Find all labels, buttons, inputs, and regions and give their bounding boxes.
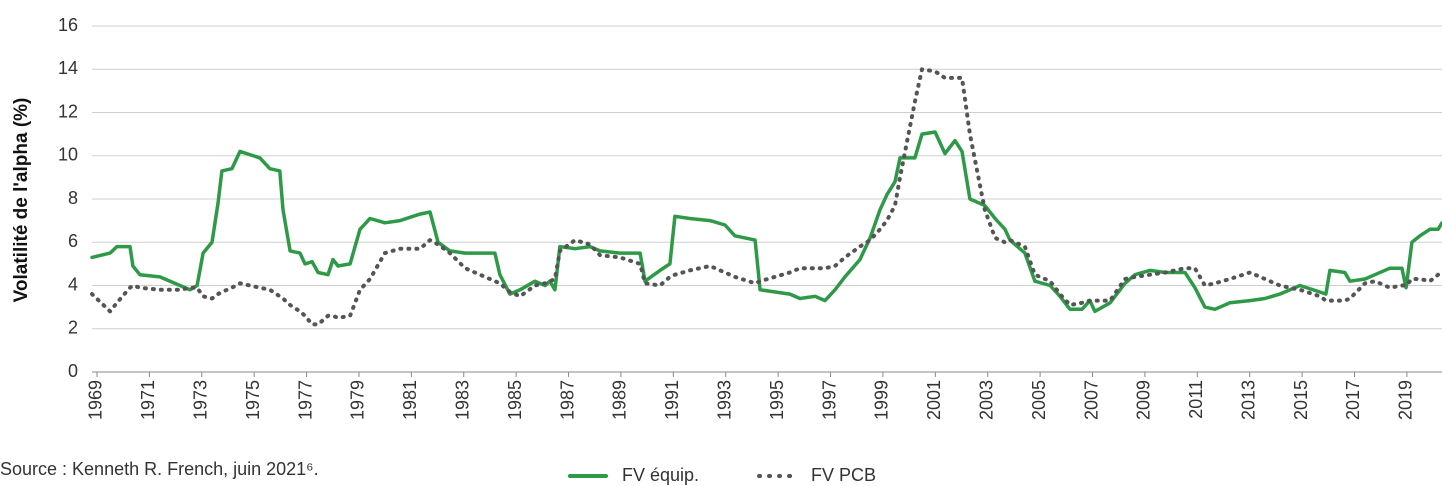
x-tick-label: 2019 [1396, 380, 1416, 420]
y-tick-label: 4 [68, 274, 78, 294]
y-tick-label: 12 [58, 101, 78, 121]
y-tick-label: 6 [68, 231, 78, 251]
series-line [90, 130, 1442, 314]
x-tick-label: 2017 [1343, 380, 1363, 420]
x-tick-label: 1991 [662, 380, 682, 420]
x-tick-label: 2003 [976, 380, 996, 420]
x-tick-label: 2013 [1238, 380, 1258, 420]
x-tick-label: 1979 [348, 380, 368, 420]
x-tick-label: 2015 [1291, 380, 1311, 420]
x-tick-label: 2005 [1029, 380, 1049, 420]
x-tick-label: 1977 [295, 380, 315, 420]
legend-label: FV équip. [622, 465, 699, 485]
y-tick-label: 8 [68, 188, 78, 208]
x-tick-label: 1997 [819, 380, 839, 420]
x-tick-label: 2009 [1134, 380, 1154, 420]
x-tick-label: 1987 [557, 380, 577, 420]
y-axis-label: Volatilité de l'alpha (%) [11, 98, 32, 303]
x-tick-label: 1981 [400, 380, 420, 420]
x-tick-label: 1983 [453, 380, 473, 420]
x-tick-label: 2011 [1186, 380, 1206, 419]
x-tick-label: 1995 [767, 380, 787, 420]
source-note: Source : Kenneth R. French, juin 2021⁶. [0, 459, 319, 479]
x-tick-label: 1975 [243, 380, 263, 420]
x-tick-label: 1999 [872, 380, 892, 420]
x-tick-label: 1971 [138, 380, 158, 420]
x-tick-label: 1985 [505, 380, 525, 420]
x-tick-label: 1989 [610, 380, 630, 420]
y-tick-label: 2 [68, 318, 78, 338]
x-tick-label: 2001 [924, 380, 944, 420]
x-tick-label: 1993 [714, 380, 734, 420]
x-tick-label: 1969 [86, 380, 106, 420]
series-line [90, 67, 1442, 327]
y-tick-label: 10 [58, 145, 78, 165]
y-tick-label: 14 [58, 58, 78, 78]
y-tick-label: 16 [58, 15, 78, 35]
x-tick-label: 2007 [1081, 380, 1101, 420]
legend-label: FV PCB [811, 465, 876, 485]
y-tick-label: 0 [68, 361, 78, 381]
x-tick-label: 1973 [191, 380, 211, 420]
